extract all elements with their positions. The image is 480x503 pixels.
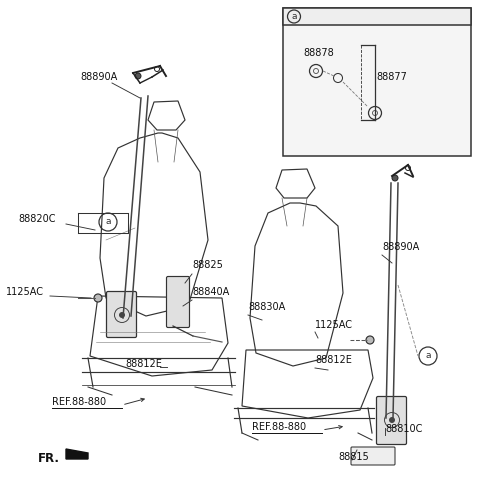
- FancyBboxPatch shape: [107, 292, 136, 338]
- FancyBboxPatch shape: [351, 447, 395, 465]
- Polygon shape: [66, 449, 88, 459]
- Circle shape: [366, 336, 374, 344]
- Text: 1125AC: 1125AC: [6, 287, 44, 297]
- Text: 88878: 88878: [303, 48, 334, 58]
- Text: 88890A: 88890A: [80, 72, 117, 82]
- Bar: [283, 8, 471, 156]
- Text: 88810C: 88810C: [385, 424, 422, 434]
- Bar: [283, 8, 471, 25]
- Circle shape: [135, 73, 141, 79]
- Text: a: a: [291, 12, 297, 21]
- FancyBboxPatch shape: [167, 277, 190, 327]
- Text: 88820C: 88820C: [18, 214, 56, 224]
- Text: 88815: 88815: [338, 452, 369, 462]
- Text: a: a: [105, 217, 111, 226]
- Text: a: a: [425, 352, 431, 361]
- Text: 88825: 88825: [192, 260, 223, 270]
- Circle shape: [392, 175, 398, 181]
- Text: FR.: FR.: [38, 452, 60, 465]
- Text: 88830A: 88830A: [248, 302, 285, 312]
- Text: 88890A: 88890A: [382, 242, 419, 252]
- Circle shape: [94, 294, 102, 302]
- Text: 1125AC: 1125AC: [315, 320, 353, 330]
- Text: 88877: 88877: [376, 72, 407, 82]
- FancyBboxPatch shape: [376, 396, 407, 445]
- Text: 88840A: 88840A: [192, 287, 229, 297]
- Text: 88812E: 88812E: [315, 355, 352, 365]
- Text: 88812E: 88812E: [125, 359, 162, 369]
- Text: REF.88-880: REF.88-880: [52, 397, 106, 407]
- Circle shape: [389, 417, 395, 423]
- Circle shape: [119, 312, 125, 318]
- Text: REF.88-880: REF.88-880: [252, 422, 306, 432]
